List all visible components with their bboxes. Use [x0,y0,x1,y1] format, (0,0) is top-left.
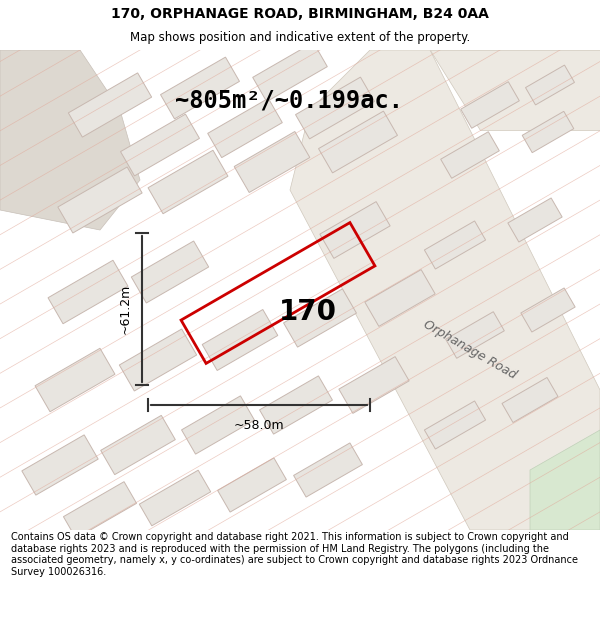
Polygon shape [68,73,152,137]
Polygon shape [293,443,362,497]
Polygon shape [290,50,600,530]
Text: ~58.0m: ~58.0m [233,419,284,432]
Text: Map shows position and indicative extent of the property.: Map shows position and indicative extent… [130,31,470,44]
Polygon shape [461,82,520,128]
Polygon shape [320,202,390,258]
Polygon shape [522,111,574,152]
Polygon shape [0,50,140,230]
Text: 170, ORPHANAGE ROAD, BIRMINGHAM, B24 0AA: 170, ORPHANAGE ROAD, BIRMINGHAM, B24 0AA [111,7,489,21]
Polygon shape [430,50,600,130]
Polygon shape [218,458,286,512]
Polygon shape [64,482,137,538]
Polygon shape [365,269,435,326]
Polygon shape [526,65,574,105]
Polygon shape [502,378,558,423]
Polygon shape [58,167,142,233]
Polygon shape [446,312,505,358]
Polygon shape [424,221,485,269]
Polygon shape [508,198,562,242]
Polygon shape [202,309,278,371]
Polygon shape [521,288,575,332]
Polygon shape [234,131,310,192]
Polygon shape [440,132,499,178]
Text: ~61.2m: ~61.2m [119,284,132,334]
Text: Orphanage Road: Orphanage Road [421,318,519,382]
Polygon shape [208,98,283,158]
Polygon shape [139,470,211,526]
Polygon shape [121,114,199,176]
Polygon shape [148,150,228,214]
Polygon shape [319,111,397,173]
Polygon shape [253,42,328,102]
Text: Contains OS data © Crown copyright and database right 2021. This information is : Contains OS data © Crown copyright and d… [11,532,578,577]
Polygon shape [101,416,175,474]
Polygon shape [119,329,197,391]
Polygon shape [424,401,485,449]
Polygon shape [35,348,115,412]
Polygon shape [22,435,98,495]
Polygon shape [260,376,332,434]
Polygon shape [530,430,600,530]
Polygon shape [182,396,254,454]
Polygon shape [296,77,374,139]
Polygon shape [48,260,128,324]
Polygon shape [339,357,409,413]
Text: ~805m²/~0.199ac.: ~805m²/~0.199ac. [175,88,403,112]
Polygon shape [131,241,209,303]
Text: 170: 170 [279,298,337,326]
Polygon shape [284,289,356,347]
Polygon shape [161,57,239,119]
